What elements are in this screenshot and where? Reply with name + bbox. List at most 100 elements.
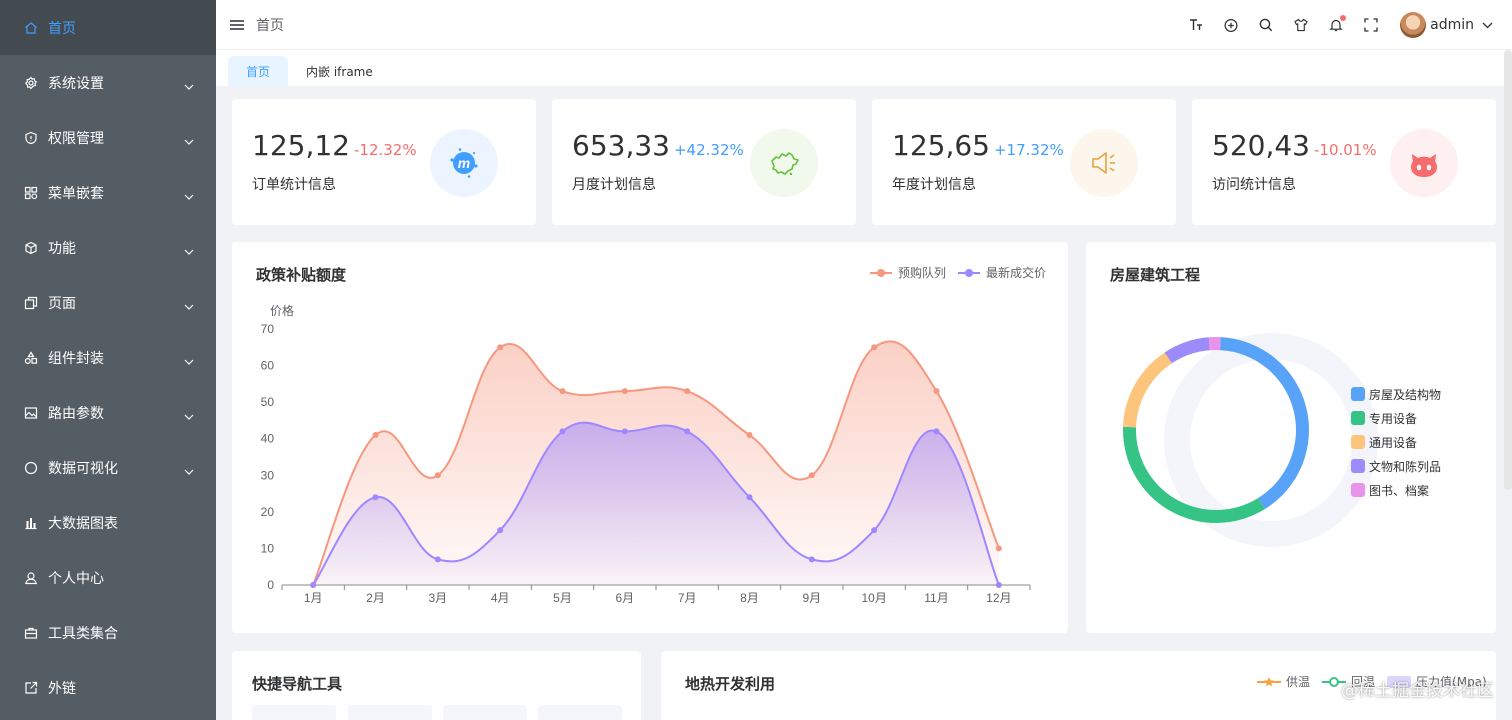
- sidebar-item[interactable]: 路由参数: [0, 385, 216, 440]
- font-size-icon[interactable]: [1189, 18, 1203, 32]
- chevron-down-icon[interactable]: [1480, 18, 1494, 32]
- donut-legend-item[interactable]: 图书、档案: [1351, 478, 1441, 502]
- building-chart-card: 房屋建筑工程 房屋及结构物 专用设备 通用设备 文物和陈列品 图书、档案: [1086, 242, 1496, 633]
- donut-legend-item[interactable]: 通用设备: [1351, 430, 1441, 454]
- stat-number: 125,12: [252, 129, 350, 162]
- donut-slice[interactable]: [1208, 337, 1221, 351]
- sidebar-item[interactable]: 个人中心: [0, 550, 216, 605]
- legend-swatch: [1351, 435, 1365, 449]
- legend-item-pre-order[interactable]: 预购队列: [869, 264, 946, 281]
- breadcrumb[interactable]: 首页: [256, 17, 284, 34]
- x-tick-label: 12月: [986, 591, 1011, 605]
- y-tick-label: 40: [261, 432, 275, 446]
- gear-icon: [24, 76, 38, 90]
- fullscreen-icon[interactable]: [1364, 18, 1378, 32]
- sidebar-item[interactable]: 工具类集合: [0, 605, 216, 660]
- sidebar-item[interactable]: 首页: [0, 0, 216, 55]
- policy-chart-legend: 预购队列 最新成交价: [858, 264, 1046, 281]
- donut-slice[interactable]: [1123, 426, 1265, 523]
- sidebar-item[interactable]: 权限管理: [0, 110, 216, 165]
- x-tick-label: 3月: [428, 591, 447, 605]
- donut-slice[interactable]: [1219, 337, 1309, 510]
- series-line: [312, 340, 1000, 586]
- copy-icon: [24, 296, 38, 310]
- locale-icon[interactable]: [1224, 18, 1238, 32]
- avatar[interactable]: [1400, 12, 1427, 38]
- sidebar-item[interactable]: 大数据图表: [0, 495, 216, 550]
- page-scrollbar[interactable]: [1504, 50, 1512, 490]
- building-chart-legend: 房屋及结构物 专用设备 通用设备文物和陈列品图书、档案: [1351, 382, 1441, 502]
- cube-icon: [24, 241, 38, 255]
- data-point: [372, 494, 379, 501]
- chevron-down-icon: [184, 353, 194, 369]
- hamburger-menu-icon[interactable]: [230, 18, 244, 32]
- donut-slice[interactable]: [1164, 337, 1210, 364]
- sidebar-item[interactable]: 功能: [0, 220, 216, 275]
- tab[interactable]: 首页: [228, 56, 289, 86]
- username[interactable]: admin: [1430, 17, 1474, 33]
- sidebar-item[interactable]: 系统设置: [0, 55, 216, 110]
- legend-item-return-temp[interactable]: 回温: [1322, 673, 1375, 690]
- legend-label: 文物和陈列品: [1369, 459, 1442, 474]
- chevron-down-icon: [184, 78, 194, 94]
- quick-nav-title: 快捷导航工具: [252, 675, 343, 693]
- data-point: [372, 432, 379, 439]
- quick-nav-tile[interactable]: [443, 705, 527, 720]
- policy-chart-title: 政策补贴额度: [256, 266, 347, 284]
- sidebar-item[interactable]: 页面: [0, 275, 216, 330]
- sidebar-item[interactable]: 外链: [0, 660, 216, 715]
- header-tools: admin: [1168, 0, 1494, 50]
- y-tick-label: 30: [261, 468, 275, 482]
- tab[interactable]: 内嵌 iframe: [306, 64, 373, 79]
- legend-swatch: [1351, 387, 1365, 401]
- data-point: [933, 388, 940, 395]
- stat-card: 520,43 -10.01% 访问统计信息: [1192, 99, 1496, 225]
- stat-label: 访问统计信息: [1212, 177, 1296, 193]
- legend-item-pressure[interactable]: 压力值(Mpa): [1387, 673, 1487, 690]
- legend-item-supply-temp[interactable]: 供温: [1257, 673, 1310, 690]
- x-tick-label: 2月: [366, 591, 385, 605]
- donut-legend-item[interactable]: 文物和陈列品: [1351, 454, 1441, 478]
- donut-legend-item[interactable]: 房屋及结构物: [1351, 382, 1441, 406]
- quick-nav-tile[interactable]: [252, 705, 336, 720]
- y-tick-label: 50: [261, 395, 275, 409]
- speaker-icon: [1070, 129, 1138, 197]
- x-tick-label: 7月: [678, 591, 697, 605]
- stat-card: 653,33 +42.32% 月度计划信息: [552, 99, 856, 225]
- sidebar-item-label: 组件封装: [48, 350, 104, 367]
- stat-value: 125,12 -12.32%: [252, 129, 417, 162]
- top-header: 首页 admin: [216, 0, 1512, 50]
- sidebar-item-label: 系统设置: [48, 75, 104, 92]
- sidebar-item[interactable]: 组件封装: [0, 330, 216, 385]
- user-icon: [24, 571, 38, 585]
- x-tick-label: 8月: [740, 591, 759, 605]
- series-line: [312, 421, 1000, 586]
- sidebar-item[interactable]: 数据可视化: [0, 440, 216, 495]
- legend-item-latest-price[interactable]: 最新成交价: [957, 264, 1046, 281]
- sidebar-item-label: 个人中心: [48, 570, 104, 587]
- bell-icon[interactable]: [1329, 15, 1347, 32]
- legend-swatch: [1351, 483, 1365, 497]
- sidebar-item-label: 功能: [48, 240, 76, 257]
- sidebar-item[interactable]: 菜单嵌套: [0, 165, 216, 220]
- donut-slice[interactable]: [1123, 352, 1172, 428]
- stat-number: 520,43: [1212, 129, 1310, 162]
- legend-label: 压力值(Mpa): [1416, 675, 1487, 689]
- legend-label: 预购队列: [897, 266, 946, 280]
- chevron-down-icon: [184, 243, 194, 259]
- tshirt-icon[interactable]: [1294, 18, 1308, 32]
- x-tick-label: 5月: [553, 591, 572, 605]
- search-icon[interactable]: [1259, 18, 1273, 32]
- donut-legend-item[interactable]: 专用设备: [1351, 406, 1441, 430]
- stat-label: 月度计划信息: [572, 177, 656, 193]
- quick-nav-tile[interactable]: [348, 705, 432, 720]
- stat-number: 125,65: [892, 129, 990, 162]
- data-point: [746, 494, 753, 501]
- stat-value: 520,43 -10.01%: [1212, 129, 1377, 162]
- quick-nav-tile[interactable]: [538, 705, 622, 720]
- shield-icon: [24, 131, 38, 145]
- y-tick-label: 70: [261, 322, 275, 336]
- data-point: [621, 428, 628, 435]
- stat-card: 125,12 -12.32% 订单统计信息 m: [232, 99, 536, 225]
- legend-label: 最新成交价: [985, 266, 1046, 280]
